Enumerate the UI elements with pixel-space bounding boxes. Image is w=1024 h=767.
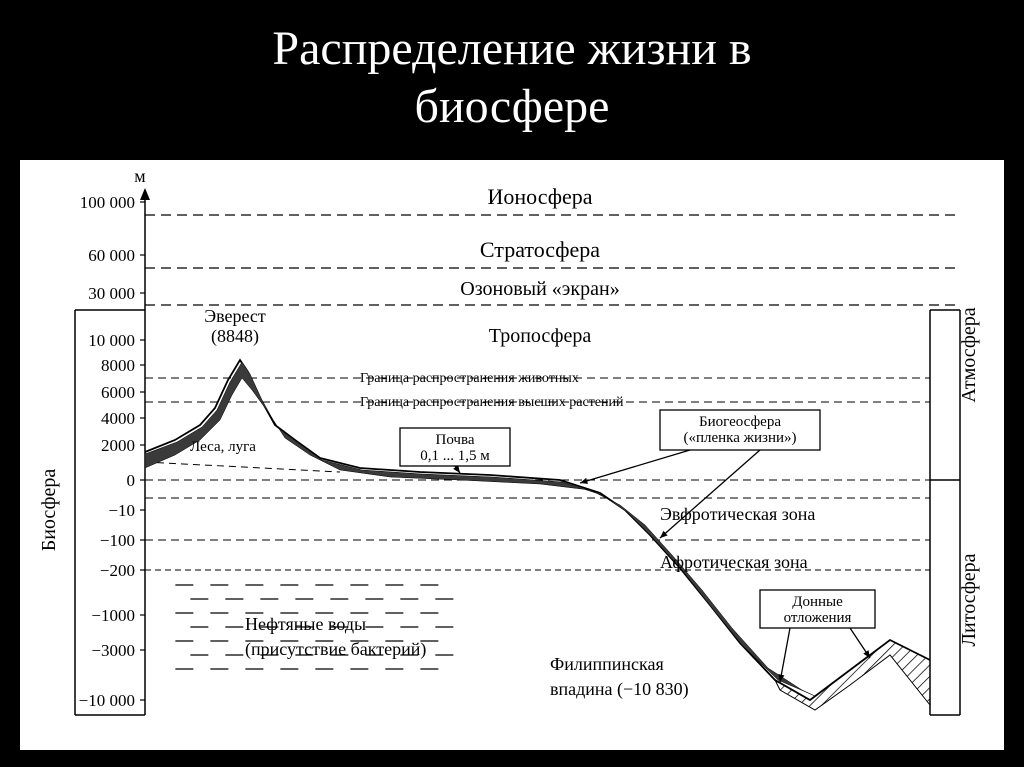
svg-text:−100: −100 bbox=[100, 531, 135, 550]
svg-text:м: м bbox=[134, 166, 145, 186]
svg-text:60 000: 60 000 bbox=[88, 246, 135, 265]
svg-text:(8848): (8848) bbox=[211, 326, 259, 347]
svg-text:0: 0 bbox=[127, 471, 136, 490]
svg-text:Ионосфера: Ионосфера bbox=[487, 184, 592, 209]
svg-text:−3000: −3000 bbox=[91, 641, 135, 660]
svg-text:100 000: 100 000 bbox=[80, 193, 135, 212]
svg-text:2000: 2000 bbox=[101, 436, 135, 455]
svg-text:Тропосфера: Тропосфера bbox=[489, 325, 592, 347]
svg-text:Атмосфера: Атмосфера bbox=[958, 307, 980, 402]
svg-text:6000: 6000 bbox=[101, 383, 135, 402]
svg-text:30 000: 30 000 bbox=[88, 284, 135, 303]
svg-text:(присутствие бактерий): (присутствие бактерий) bbox=[245, 639, 426, 660]
svg-text:Донные: Донные bbox=[792, 594, 843, 610]
svg-text:−10: −10 bbox=[108, 501, 135, 520]
svg-text:Озоновый «экран»: Озоновый «экран» bbox=[460, 278, 619, 300]
svg-text:Почва: Почва bbox=[435, 432, 474, 448]
svg-text:−10 000: −10 000 bbox=[79, 691, 135, 710]
svg-text:Леса, луга: Леса, луга bbox=[190, 439, 256, 455]
svg-text:Биогеосфера: Биогеосфера bbox=[699, 414, 781, 430]
biosphere-diagram: 100 000 60 000 30 000 10 000 8000 6000 4000 200… bbox=[20, 160, 1004, 750]
svg-text:Литосфера: Литосфера bbox=[958, 553, 980, 646]
svg-text:−200: −200 bbox=[100, 561, 135, 580]
diagram-svg: 100 000 60 000 30 000 10 000 8000 6000 4000 200… bbox=[20, 160, 1004, 750]
slide-title: Распределение жизни в биосфере bbox=[0, 0, 1024, 135]
svg-text:Афротическая зона: Афротическая зона bbox=[660, 552, 808, 572]
svg-text:−1000: −1000 bbox=[91, 606, 135, 625]
svg-text:впадина (−10 830): впадина (−10 830) bbox=[550, 679, 689, 700]
svg-text:Граница распространения высших: Граница распространения высших растений bbox=[360, 395, 624, 410]
svg-text:Граница распространения животн: Граница распространения животных bbox=[360, 371, 579, 386]
svg-text:Стратосфера: Стратосфера bbox=[480, 237, 600, 262]
svg-text:10 000: 10 000 bbox=[88, 331, 135, 350]
svg-text:8000: 8000 bbox=[101, 356, 135, 375]
svg-text:Филиппинская: Филиппинская bbox=[550, 654, 664, 674]
svg-text:0,1 ... 1,5 м: 0,1 ... 1,5 м bbox=[420, 448, 490, 464]
svg-text:Нефтяные воды: Нефтяные воды bbox=[245, 614, 366, 634]
svg-text:Эвфротическая зона: Эвфротическая зона bbox=[660, 504, 815, 524]
svg-text:отложения: отложения bbox=[784, 610, 852, 626]
svg-text:4000: 4000 bbox=[101, 409, 135, 428]
svg-text:Эверест: Эверест bbox=[204, 306, 266, 326]
svg-text:Биосфера: Биосфера bbox=[38, 469, 60, 552]
svg-text:(«пленка жизни»): («пленка жизни») bbox=[683, 430, 796, 446]
